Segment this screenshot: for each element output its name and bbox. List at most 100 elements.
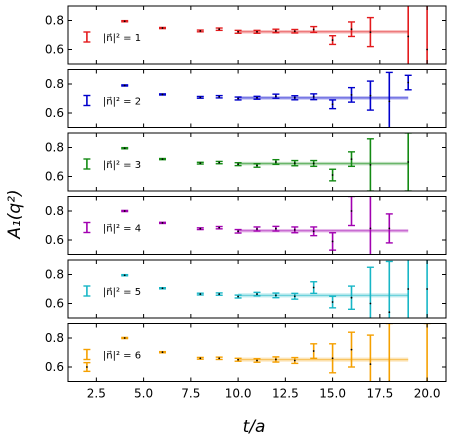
data-point-t4 — [121, 273, 129, 277]
data-point-t15 — [329, 343, 337, 374]
data-marker — [407, 288, 410, 290]
data-point-t13 — [291, 226, 299, 234]
data-point-t11 — [253, 226, 261, 232]
x-axis-label: t/a — [243, 417, 266, 437]
data-point-t14 — [310, 25, 318, 34]
data-point-t12 — [272, 28, 280, 34]
data-point-t8 — [196, 292, 204, 296]
data-marker — [275, 294, 277, 297]
panel-1: 0.6 0.8 |n⃗|² = 1 — [45, 5, 447, 65]
data-marker — [237, 230, 240, 233]
data-marker — [256, 293, 258, 295]
data-point-t12 — [272, 158, 280, 166]
data-point-t19 — [404, 133, 412, 191]
data-point-t15 — [329, 232, 337, 251]
panel-frame — [67, 259, 447, 319]
data-point-t12 — [272, 93, 280, 99]
data-marker — [123, 274, 126, 277]
data-marker — [426, 288, 428, 290]
plot-area — [121, 71, 412, 128]
data-marker — [199, 357, 202, 360]
data-marker — [256, 96, 258, 99]
panel-frame — [67, 5, 447, 65]
data-point-t10 — [234, 357, 242, 362]
data-point-t14 — [310, 281, 318, 295]
data-point-t14 — [310, 226, 318, 237]
data-point-t15 — [329, 295, 337, 309]
data-point-t2 — [83, 361, 91, 373]
plot-area — [121, 133, 412, 191]
legend: |n⃗|² = 2 — [83, 94, 141, 108]
data-point-t9 — [215, 356, 223, 361]
y-tick-label: 0.6 — [45, 297, 64, 311]
data-point-t13 — [291, 292, 299, 300]
data-point-t16 — [348, 285, 355, 310]
data-point-t18 — [385, 71, 393, 128]
data-marker — [331, 103, 334, 106]
y-tick-label: 0.6 — [45, 360, 64, 374]
data-marker — [275, 95, 277, 98]
data-marker — [123, 337, 126, 339]
data-point-t8 — [196, 95, 204, 99]
plot-area — [121, 260, 428, 318]
legend: |n⃗|² = 4 — [83, 221, 141, 235]
data-marker — [237, 97, 240, 100]
data-marker — [388, 100, 391, 103]
data-point-t14 — [310, 93, 318, 101]
data-marker — [218, 357, 221, 360]
y-tick-label: 0.8 — [45, 141, 64, 155]
data-point-t11 — [253, 29, 261, 34]
data-marker — [237, 163, 240, 166]
data-marker — [199, 96, 202, 99]
y-tick-label: 0.6 — [45, 233, 64, 247]
data-point-t18 — [385, 213, 393, 244]
data-point-t14 — [310, 343, 318, 359]
data-point-t9 — [215, 160, 223, 165]
panel-6: 0.6 0.8 |n⃗|² = 6 — [45, 323, 447, 382]
x-tick-label: 2.5 — [87, 387, 106, 401]
data-marker — [407, 161, 410, 163]
x-tick-label: 20.0 — [414, 387, 441, 401]
data-marker — [237, 295, 240, 298]
data-point-t16 — [348, 151, 355, 168]
data-point-t19 — [404, 74, 412, 91]
data-marker — [218, 293, 221, 295]
data-marker — [407, 35, 410, 38]
panel-frame — [67, 323, 447, 382]
data-point-t19 — [407, 260, 410, 318]
legend: |n⃗|² = 1 — [83, 31, 141, 44]
data-marker — [218, 95, 221, 98]
data-marker — [369, 227, 372, 230]
data-marker — [293, 359, 296, 362]
data-point-t17 — [366, 16, 374, 48]
data-point-t15 — [329, 99, 337, 110]
data-point-t17 — [366, 266, 374, 318]
data-marker — [218, 226, 221, 229]
data-point-t12 — [272, 225, 280, 232]
data-marker — [237, 358, 240, 361]
data-marker — [407, 81, 410, 84]
data-point-t17 — [366, 80, 374, 111]
data-marker — [312, 95, 315, 98]
legend: |n⃗|² = 3 — [83, 158, 141, 171]
data-marker — [237, 30, 240, 33]
legend-label: |n⃗|² = 6 — [103, 351, 141, 362]
panel-frame — [67, 69, 447, 128]
data-point-t6 — [159, 350, 166, 354]
data-point-t11 — [253, 291, 261, 297]
panel-stack: 0.6 0.8 |n⃗|² = 1 0.6 0.8 |n⃗|² = 2 0.6 0.8 |n⃗|… — [45, 5, 447, 382]
data-marker — [293, 162, 296, 165]
legend: |n⃗|² = 6 — [83, 348, 141, 362]
data-point-t6 — [159, 157, 166, 161]
data-point-t8 — [196, 227, 204, 231]
panel-frame — [67, 196, 447, 255]
data-marker — [199, 30, 202, 32]
data-marker — [218, 28, 221, 31]
data-marker — [161, 27, 164, 29]
data-marker — [275, 358, 277, 361]
data-marker — [275, 30, 277, 32]
data-point-t6 — [159, 93, 166, 96]
data-marker — [161, 93, 164, 96]
data-point-t9 — [215, 225, 223, 230]
data-marker — [256, 164, 258, 167]
